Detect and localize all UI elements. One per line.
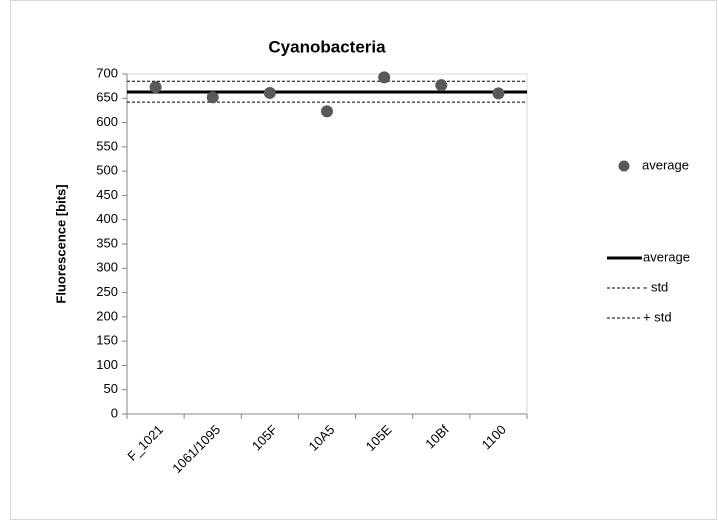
data-point [206,91,219,104]
legend-label: - std [643,279,668,294]
x-tick-label: 105F [249,422,281,454]
data-point [149,81,162,94]
y-tick-label: 100 [96,357,118,372]
y-tick-label: 350 [96,235,118,250]
y-tick-label: 300 [96,260,118,275]
x-tick-label: 1061/1095 [169,422,223,476]
plot-frame [126,73,528,415]
legend-label: + std [643,309,672,324]
data-point [492,87,505,100]
data-point [263,86,276,99]
y-tick-label: 150 [96,333,118,348]
x-tick-label: F_1021 [124,422,166,464]
legend-marker [618,160,630,172]
y-tick-label: 650 [96,90,118,105]
chart-title: Cyanobacteria [268,37,386,56]
y-tick-label: 50 [104,381,118,396]
x-tick-label: 105E [363,422,395,454]
x-tick-label: 10A5 [305,422,337,454]
data-point [378,71,391,84]
y-tick-label: 0 [111,405,118,420]
y-axis-label: Fluorescence [bits] [53,184,68,303]
chart-frame [10,0,717,520]
x-tick-label: 10Bf [422,422,452,452]
y-tick-label: 450 [96,187,118,202]
legend-label: average [643,249,690,264]
data-point [435,79,448,92]
y-tick-label: 700 [96,65,118,80]
y-tick-label: 500 [96,163,118,178]
y-tick-label: 250 [96,284,118,299]
y-tick-label: 550 [96,138,118,153]
y-tick-label: 600 [96,114,118,129]
data-point [321,105,333,118]
y-tick-label: 400 [96,211,118,226]
y-tick-label: 200 [96,308,118,323]
x-tick-label: 1100 [479,422,509,452]
legend-label: average [642,157,689,172]
